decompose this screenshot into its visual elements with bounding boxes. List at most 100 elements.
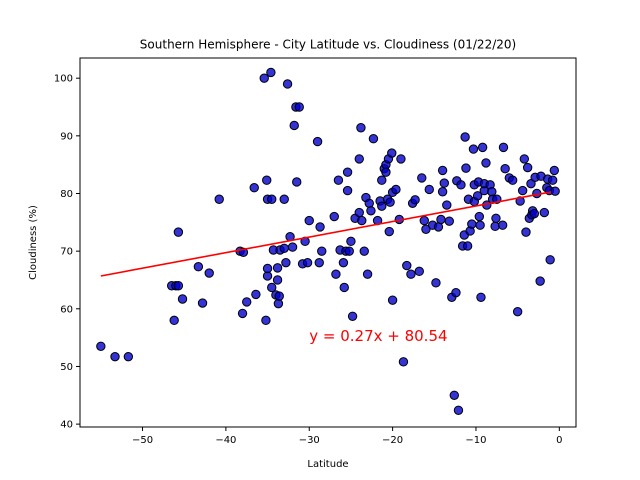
data-point <box>410 195 420 205</box>
data-point <box>377 175 387 185</box>
data-point <box>237 308 248 319</box>
data-point <box>431 278 441 288</box>
data-point <box>342 167 353 177</box>
data-point <box>366 206 376 216</box>
data-point <box>267 194 277 204</box>
data-points <box>96 67 560 415</box>
data-point <box>467 219 477 229</box>
data-point <box>444 216 454 226</box>
data-point <box>481 158 491 168</box>
data-point <box>507 175 518 185</box>
data-point <box>387 295 398 305</box>
data-point <box>292 177 302 187</box>
data-point <box>249 183 259 193</box>
y-tick-label: 90 <box>60 131 73 142</box>
data-point <box>539 207 550 218</box>
data-point <box>173 227 184 237</box>
data-point <box>272 263 283 273</box>
data-point <box>421 224 431 234</box>
data-point <box>424 184 434 195</box>
data-point <box>381 167 391 177</box>
data-point <box>453 405 464 415</box>
data-point <box>474 211 484 222</box>
data-point <box>197 298 208 308</box>
data-point <box>356 123 366 133</box>
data-point <box>402 260 412 271</box>
data-point <box>522 162 533 173</box>
data-point <box>281 257 291 268</box>
data-point <box>460 132 470 142</box>
data-point <box>437 187 448 197</box>
data-point <box>535 276 545 286</box>
data-point <box>346 236 356 247</box>
data-point <box>442 200 452 210</box>
data-point <box>384 226 394 237</box>
y-tick-label: 80 <box>60 189 73 200</box>
data-point <box>173 281 184 291</box>
data-point <box>476 292 486 302</box>
data-point <box>329 211 339 222</box>
data-point <box>449 390 459 400</box>
data-point <box>169 315 179 326</box>
data-point <box>545 255 555 265</box>
data-point <box>398 357 409 367</box>
data-point <box>204 268 214 278</box>
data-point <box>357 215 367 226</box>
data-point <box>517 185 528 196</box>
data-point <box>304 215 314 226</box>
data-point <box>500 164 510 174</box>
data-point <box>242 297 252 307</box>
data-point <box>368 134 379 144</box>
data-point <box>414 266 424 277</box>
y-tick-label: 60 <box>60 304 73 315</box>
data-point <box>417 173 427 183</box>
data-point <box>312 136 323 147</box>
plot-frame <box>79 57 577 428</box>
data-point <box>521 227 531 237</box>
data-point <box>512 306 523 317</box>
y-tick-label: 50 <box>60 362 73 373</box>
data-point <box>472 191 483 201</box>
data-point <box>385 197 395 207</box>
data-point <box>333 175 344 185</box>
x-axis-label: Latitude <box>307 459 348 470</box>
data-point <box>342 185 353 196</box>
data-point <box>491 213 501 223</box>
data-point <box>406 269 416 279</box>
regression-line <box>100 191 552 277</box>
data-point <box>282 79 293 89</box>
data-point <box>547 175 558 185</box>
data-point <box>262 263 273 274</box>
plot-background <box>80 58 576 427</box>
data-point <box>259 73 269 83</box>
x-tick-label: −10 <box>465 435 486 446</box>
data-point <box>267 282 277 293</box>
data-point <box>396 154 406 164</box>
data-point <box>461 163 471 173</box>
data-point <box>279 194 289 204</box>
data-point <box>391 184 401 195</box>
data-point <box>419 215 429 226</box>
x-tick-label: −50 <box>132 435 153 446</box>
y-axis-label: Cloudiness (%) <box>28 205 39 280</box>
data-point <box>338 257 349 268</box>
data-point <box>262 175 272 185</box>
data-point <box>468 144 479 154</box>
data-point <box>339 282 349 293</box>
data-point <box>96 341 106 351</box>
x-tick-label: −40 <box>215 435 236 446</box>
data-point <box>456 180 466 190</box>
data-point <box>359 246 369 256</box>
data-point <box>177 294 188 304</box>
data-point <box>266 67 276 78</box>
data-point <box>377 201 387 211</box>
data-point <box>354 207 364 218</box>
data-point <box>272 275 283 285</box>
data-point <box>110 351 120 362</box>
data-point <box>214 194 224 204</box>
data-point <box>274 291 284 301</box>
data-point <box>251 289 261 300</box>
regression-equation: y = 0.27x + 80.54 <box>309 327 447 345</box>
data-point <box>475 220 485 230</box>
